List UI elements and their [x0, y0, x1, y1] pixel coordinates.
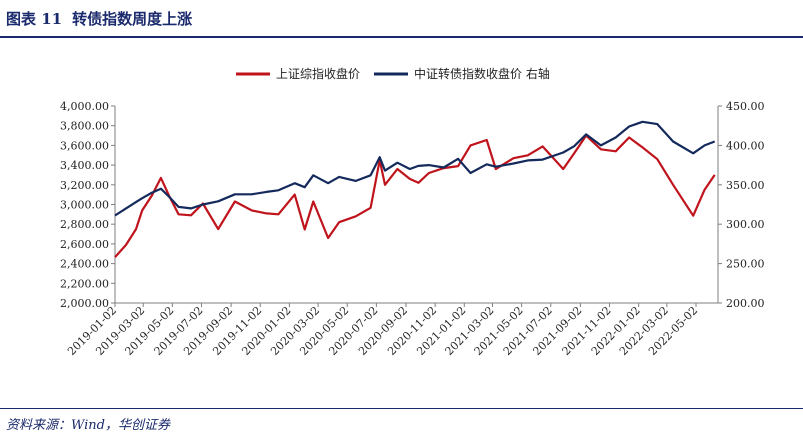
left-tick-label: 3,800.00	[60, 120, 109, 133]
legend-label-1: 上证综指收盘价	[276, 66, 360, 81]
left-tick-label: 2,400.00	[60, 258, 109, 271]
right-tick-label: 400.00	[726, 139, 765, 152]
legend-label-2: 中证转债指数收盘价 右轴	[414, 66, 550, 81]
source-note: 资料来源：Wind，华创证券	[6, 418, 170, 433]
line-chart: 2,000.00 2,200.00 2,400.00 2,600.00 2,800.00…	[60, 66, 765, 358]
right-tick-label: 200.00	[726, 297, 765, 310]
left-tick-label: 4,000.00	[60, 100, 109, 113]
left-tick-label: 3,000.00	[60, 199, 109, 212]
footer-rule	[0, 408, 803, 409]
left-tick-label: 2,200.00	[60, 277, 109, 290]
right-tick-label: 250.00	[726, 258, 765, 271]
left-tick-label: 3,600.00	[60, 139, 109, 152]
left-tick-label: 3,200.00	[60, 179, 109, 192]
figure-label: 图表 11	[6, 9, 63, 28]
chart-area: 2,000.00 2,200.00 2,400.00 2,600.00 2,800.00…	[0, 40, 803, 406]
left-tick-label: 2,600.00	[60, 238, 109, 251]
figure-header: 图表 11 转债指数周度上涨	[6, 4, 192, 32]
left-tick-label: 3,400.00	[60, 159, 109, 172]
left-tick-label: 2,800.00	[60, 218, 109, 231]
header-rule	[0, 36, 803, 38]
left-tick-label: 2,000.00	[60, 297, 109, 310]
right-tick-label: 350.00	[726, 179, 765, 192]
series-line-shanghai-composite	[114, 134, 716, 258]
right-tick-label: 300.00	[726, 218, 765, 231]
series-line-convertible-bond-index	[114, 120, 716, 217]
figure-title: 转债指数周度上涨	[72, 9, 193, 28]
right-tick-label: 450.00	[726, 100, 765, 113]
